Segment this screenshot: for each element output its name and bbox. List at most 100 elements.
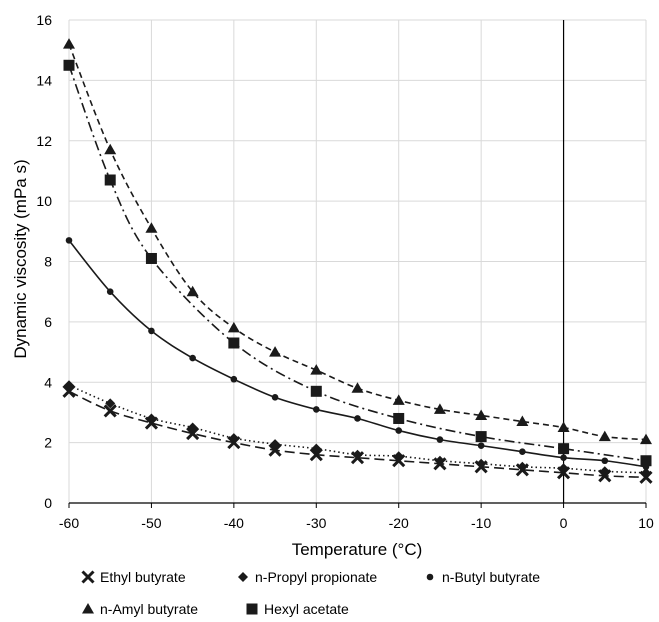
data-point [145, 252, 157, 264]
legend-label: n-Propyl propionate [255, 569, 377, 585]
series-line [68, 390, 647, 479]
y-tick-label: 14 [36, 72, 52, 88]
series-line [68, 239, 647, 468]
legend-label: Hexyl acetate [264, 601, 349, 617]
x-tick-label: -20 [389, 515, 409, 531]
data-point [309, 448, 323, 462]
data-point [310, 364, 323, 375]
data-point [103, 404, 117, 418]
data-point [517, 461, 528, 472]
data-point [310, 385, 322, 397]
data-point [558, 463, 569, 474]
legend-marker [246, 603, 258, 615]
data-point [351, 382, 364, 393]
data-point [599, 466, 610, 477]
data-point [560, 454, 567, 462]
y-tick-label: 6 [44, 314, 52, 330]
x-tick-label: -60 [59, 515, 79, 531]
series-hexyl-acetate [63, 59, 652, 467]
data-point [104, 174, 116, 186]
y-tick-label: 0 [44, 495, 52, 511]
data-point [106, 288, 114, 295]
legend-label: Ethyl butyrate [100, 569, 186, 585]
legend-label: n-Amyl butyrate [100, 601, 198, 617]
x-axis-title: Temperature (°C) [292, 540, 423, 559]
legend-item: n-Butyl butyrate [426, 569, 540, 585]
data-point [393, 451, 404, 462]
legend-marker [82, 603, 94, 614]
data-point [601, 457, 609, 465]
data-point [187, 422, 198, 433]
data-point [598, 430, 611, 442]
x-tick-label: -10 [471, 515, 491, 531]
data-point [189, 354, 196, 362]
data-point [104, 143, 117, 155]
data-point [395, 427, 403, 434]
data-point [63, 38, 75, 49]
series-n-amyl-butyrate [63, 38, 652, 445]
data-point [146, 413, 157, 424]
data-point [63, 59, 75, 71]
data-point [434, 455, 445, 466]
x-tick-label: 10 [638, 515, 654, 531]
legend-item: Ethyl butyrate [81, 569, 186, 585]
y-tick-label: 10 [36, 193, 52, 209]
y-tick-label: 8 [44, 254, 52, 270]
data-point [269, 346, 282, 357]
data-point [230, 375, 238, 383]
legend-marker [426, 573, 434, 581]
data-point [640, 433, 652, 445]
data-point [519, 448, 526, 455]
series-n-butyl-butyrate [65, 237, 650, 471]
legend-item: n-Propyl propionate [238, 569, 377, 585]
x-tick-label: -30 [306, 515, 326, 531]
y-tick-label: 4 [44, 374, 52, 390]
data-point [393, 412, 405, 424]
data-point [477, 442, 485, 449]
data-point [270, 439, 281, 450]
series-n-propyl-propionate [64, 380, 651, 478]
data-point [475, 431, 487, 443]
data-point [476, 458, 487, 469]
data-point [65, 237, 73, 244]
series-line [68, 43, 647, 441]
y-tick-label: 16 [36, 12, 52, 28]
data-point [312, 406, 320, 413]
data-point [148, 327, 155, 335]
data-point [557, 421, 570, 433]
legend-item: Hexyl acetate [246, 601, 349, 617]
data-point [105, 398, 116, 409]
data-point [145, 222, 158, 233]
x-tick-label: -50 [141, 515, 161, 531]
data-point [311, 443, 322, 454]
series-layer [62, 38, 653, 484]
data-point [516, 415, 529, 426]
data-point [186, 285, 199, 297]
data-point [62, 384, 76, 398]
data-point [354, 415, 361, 422]
data-point [227, 321, 240, 333]
legend-item: n-Amyl butyrate [82, 601, 198, 617]
data-point [268, 443, 282, 457]
y-axis-title: Dynamic viscosity (mPa s) [11, 159, 30, 358]
legend-marker [238, 572, 248, 582]
data-point [392, 394, 405, 405]
x-tick-label: 0 [560, 515, 568, 531]
data-point [352, 449, 363, 460]
legend-label: n-Butyl butyrate [442, 569, 540, 585]
data-point [558, 443, 570, 455]
data-point [436, 436, 444, 443]
legend-marker [81, 570, 95, 584]
axes [68, 20, 647, 508]
data-point [228, 337, 240, 349]
legend: Ethyl butyrate n-Propyl propionate n-Butyl… [81, 569, 540, 617]
data-point [228, 433, 239, 444]
data-point [64, 380, 74, 391]
data-point [640, 455, 652, 467]
data-point [475, 409, 488, 420]
data-point [186, 427, 200, 441]
data-point [271, 394, 279, 401]
data-point [641, 467, 651, 478]
y-tick-label: 12 [36, 133, 52, 149]
